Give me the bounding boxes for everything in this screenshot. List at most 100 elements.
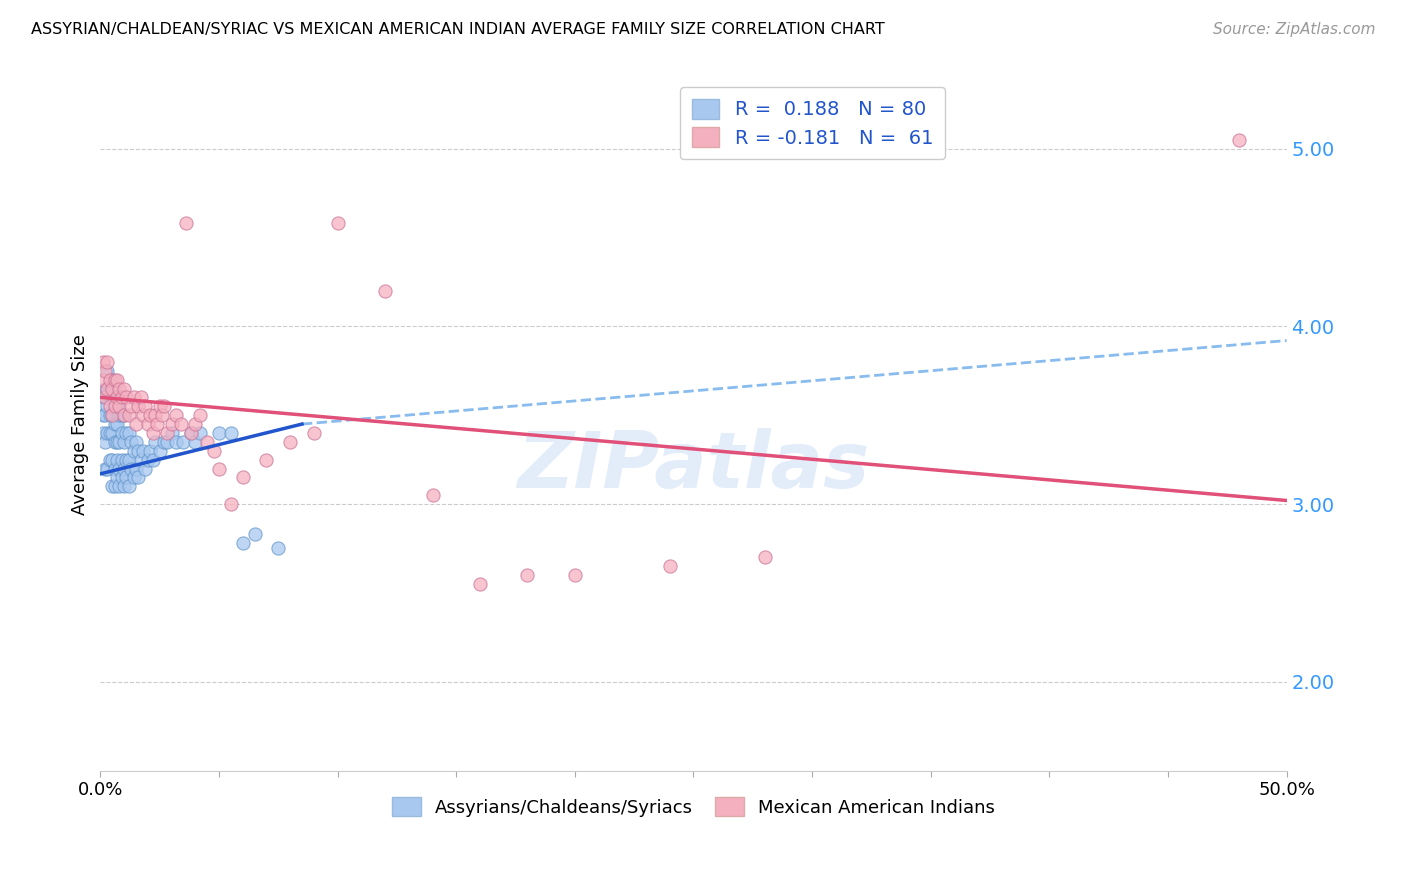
- Point: [105, 373, 128, 387]
- Point: [96, 355, 118, 369]
- Point: [139, 443, 162, 458]
- Point: [112, 461, 135, 475]
- Point: [184, 417, 207, 431]
- Point: [112, 479, 135, 493]
- Point: [91, 355, 114, 369]
- Point: [165, 434, 187, 449]
- Point: [111, 425, 134, 440]
- Point: [103, 461, 125, 475]
- Point: [103, 417, 125, 431]
- Point: [170, 417, 193, 431]
- Point: [101, 373, 124, 387]
- Point: [150, 408, 173, 422]
- Point: [143, 408, 166, 422]
- Point: [254, 452, 277, 467]
- Point: [160, 417, 183, 431]
- Point: [232, 536, 254, 550]
- Point: [120, 399, 142, 413]
- Point: [115, 391, 138, 405]
- Point: [139, 408, 162, 422]
- Point: [374, 284, 396, 298]
- Point: [111, 408, 134, 422]
- Point: [115, 470, 138, 484]
- Point: [91, 391, 114, 405]
- Point: [94, 391, 117, 405]
- Point: [118, 408, 141, 422]
- Point: [101, 452, 124, 467]
- Point: [101, 408, 124, 422]
- Point: [132, 443, 155, 458]
- Point: [94, 461, 117, 475]
- Point: [103, 434, 125, 449]
- Point: [103, 399, 125, 413]
- Point: [112, 408, 135, 422]
- Point: [129, 452, 152, 467]
- Point: [208, 425, 231, 440]
- Point: [96, 364, 118, 378]
- Point: [125, 461, 148, 475]
- Point: [96, 382, 118, 396]
- Point: [112, 382, 135, 396]
- Point: [98, 408, 121, 422]
- Point: [101, 408, 124, 422]
- Point: [219, 425, 242, 440]
- Text: Source: ZipAtlas.com: Source: ZipAtlas.com: [1212, 22, 1375, 37]
- Point: [108, 461, 131, 475]
- Point: [111, 470, 134, 484]
- Point: [103, 399, 125, 413]
- Point: [101, 425, 124, 440]
- Point: [98, 452, 121, 467]
- Point: [108, 382, 131, 396]
- Point: [143, 434, 166, 449]
- Point: [98, 399, 121, 413]
- Point: [243, 527, 266, 541]
- Point: [112, 434, 135, 449]
- Point: [153, 434, 176, 449]
- Point: [111, 452, 134, 467]
- Point: [564, 568, 586, 582]
- Point: [134, 399, 156, 413]
- Point: [125, 434, 148, 449]
- Point: [120, 461, 142, 475]
- Point: [108, 408, 131, 422]
- Point: [108, 399, 131, 413]
- Point: [232, 470, 254, 484]
- Point: [278, 434, 301, 449]
- Point: [98, 425, 121, 440]
- Point: [188, 425, 211, 440]
- Point: [184, 434, 207, 449]
- Point: [516, 568, 538, 582]
- Point: [103, 479, 125, 493]
- Point: [122, 470, 145, 484]
- Point: [1227, 133, 1250, 147]
- Point: [101, 479, 124, 493]
- Point: [267, 541, 290, 556]
- Point: [174, 216, 197, 230]
- Point: [112, 408, 135, 422]
- Point: [101, 382, 124, 396]
- Point: [127, 443, 149, 458]
- Point: [326, 216, 349, 230]
- Point: [122, 391, 145, 405]
- Point: [132, 408, 155, 422]
- Point: [96, 399, 118, 413]
- Point: [115, 425, 138, 440]
- Point: [156, 434, 179, 449]
- Point: [136, 417, 159, 431]
- Point: [468, 577, 491, 591]
- Point: [127, 470, 149, 484]
- Point: [94, 408, 117, 422]
- Point: [105, 399, 128, 413]
- Point: [96, 425, 118, 440]
- Point: [153, 399, 176, 413]
- Point: [129, 391, 152, 405]
- Point: [136, 452, 159, 467]
- Point: [754, 550, 776, 565]
- Point: [98, 382, 121, 396]
- Point: [422, 488, 444, 502]
- Point: [188, 408, 211, 422]
- Point: [125, 417, 148, 431]
- Text: ASSYRIAN/CHALDEAN/SYRIAC VS MEXICAN AMERICAN INDIAN AVERAGE FAMILY SIZE CORRELAT: ASSYRIAN/CHALDEAN/SYRIAC VS MEXICAN AMER…: [31, 22, 884, 37]
- Y-axis label: Average Family Size: Average Family Size: [72, 334, 89, 515]
- Text: ZIPatlas: ZIPatlas: [517, 427, 870, 504]
